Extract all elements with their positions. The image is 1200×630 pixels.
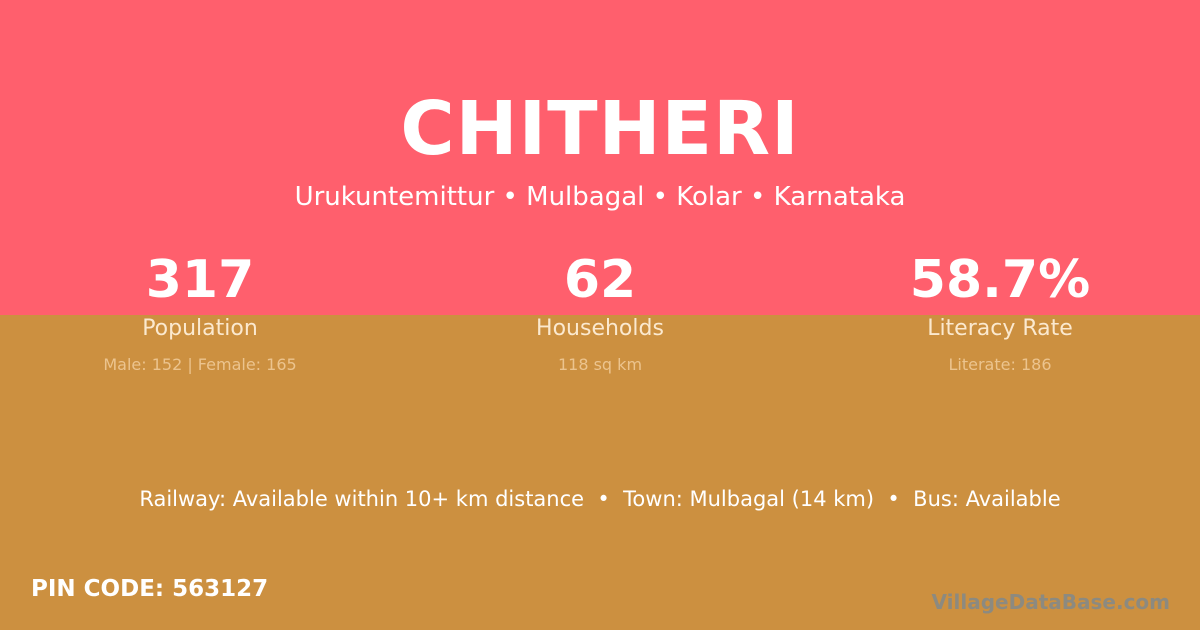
- village-name: CHITHERI: [400, 86, 800, 172]
- stat-label: Households: [536, 316, 664, 341]
- watermark-logo: VillageDataBase.com: [931, 590, 1170, 614]
- stat-value: 317: [145, 250, 255, 310]
- location-breadcrumb: Urukuntemittur • Mulbagal • Kolar • Karn…: [294, 182, 906, 212]
- stat-detail: Literate: 186: [948, 355, 1052, 374]
- pin-code: PIN CODE: 563127: [31, 576, 269, 602]
- stat-value: 62: [563, 250, 637, 310]
- stat-detail: Male: 152 | Female: 165: [103, 355, 297, 374]
- header-band: [0, 0, 1200, 315]
- stat-value: 58.7%: [909, 250, 1091, 310]
- stat-label: Literacy Rate: [927, 316, 1073, 341]
- connectivity-info: Railway: Available within 10+ km distanc…: [139, 487, 1061, 511]
- stat-detail: 118 sq km: [557, 355, 643, 374]
- stat-label: Population: [142, 316, 258, 341]
